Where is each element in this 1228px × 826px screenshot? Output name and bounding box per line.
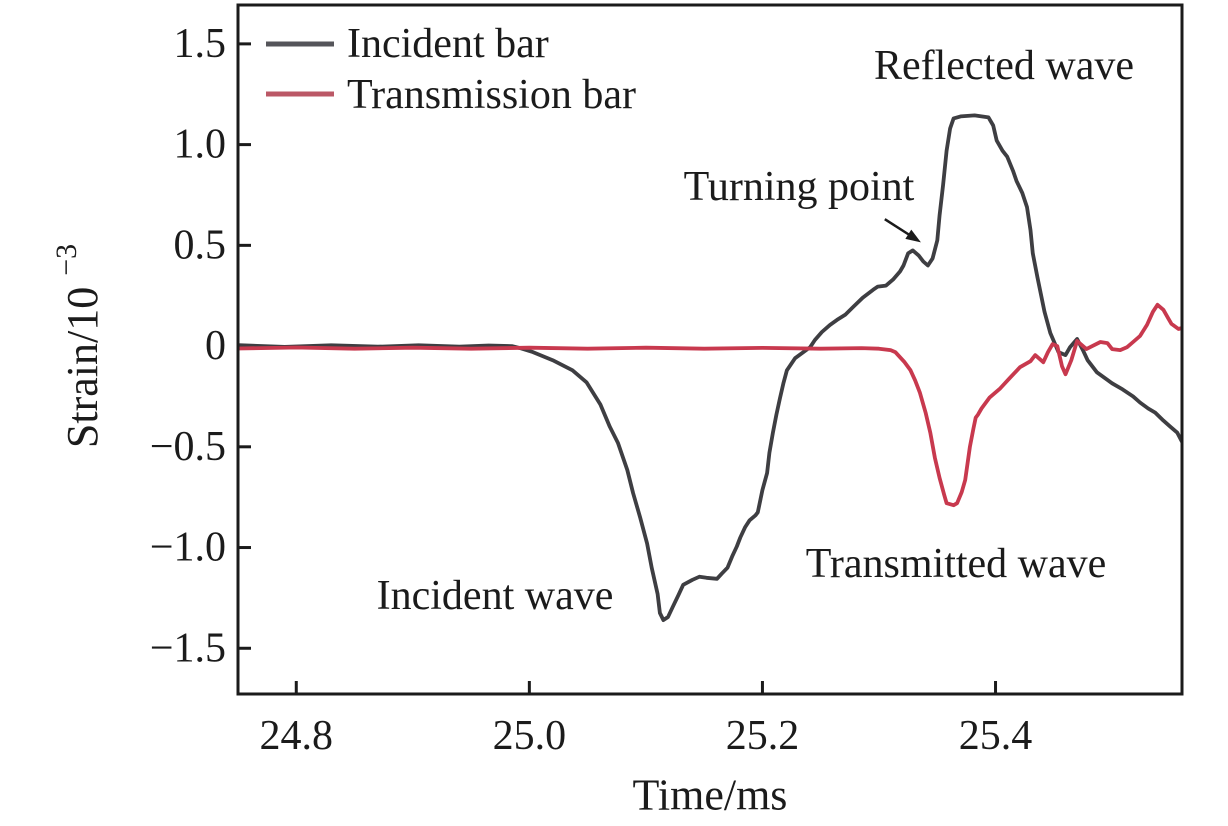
legend-label-incident: Incident bar xyxy=(347,21,549,67)
y-tick-label: 0.5 xyxy=(174,222,227,268)
x-tick-label: 24.8 xyxy=(260,713,334,759)
x-tick-label: 25.4 xyxy=(959,713,1033,759)
incident-bar-curve xyxy=(238,113,1182,622)
annotation-incident-wave: Incident wave xyxy=(377,573,614,619)
plot-area xyxy=(238,113,1182,622)
x-tick-label: 25.2 xyxy=(726,713,800,759)
annotations: Reflected wave Turning point Incident wa… xyxy=(377,43,1134,619)
axis-tick-labels: 24.8 25.0 25.2 25.4 1.5 1.0 0.5 0 −0.5 −1.0 −1.5 xyxy=(150,21,1032,759)
y-tick-label: 1.0 xyxy=(174,122,227,168)
y-tick-label: −0.5 xyxy=(150,424,226,470)
y-axis-title-exponent: −3 xyxy=(50,244,83,276)
annotation-turning-point: Turning point xyxy=(684,164,915,210)
axis-ticks xyxy=(238,42,998,694)
y-tick-label: 1.5 xyxy=(174,21,227,67)
y-tick-label: −1.5 xyxy=(150,625,226,671)
annotation-transmitted-wave: Transmitted wave xyxy=(806,541,1107,587)
y-tick-label: −1.0 xyxy=(150,525,226,571)
x-axis-title: Time/ms xyxy=(633,771,788,820)
y-axis-title: Strain/10 −3 xyxy=(50,244,107,448)
annotation-reflected-wave: Reflected wave xyxy=(874,43,1134,89)
legend: Incident bar Transmission bar xyxy=(266,21,636,118)
y-tick-label: 0 xyxy=(205,323,226,369)
turning-point-arrow xyxy=(884,218,921,243)
plot-border xyxy=(236,3,1184,696)
legend-label-transmission: Transmission bar xyxy=(347,72,636,118)
arrow-shaft xyxy=(884,218,913,238)
arrow-head xyxy=(905,229,921,243)
x-tick-label: 25.0 xyxy=(493,713,567,759)
transmission-bar-curve xyxy=(238,302,1182,508)
y-axis-title-base: Strain/10 xyxy=(58,287,107,448)
